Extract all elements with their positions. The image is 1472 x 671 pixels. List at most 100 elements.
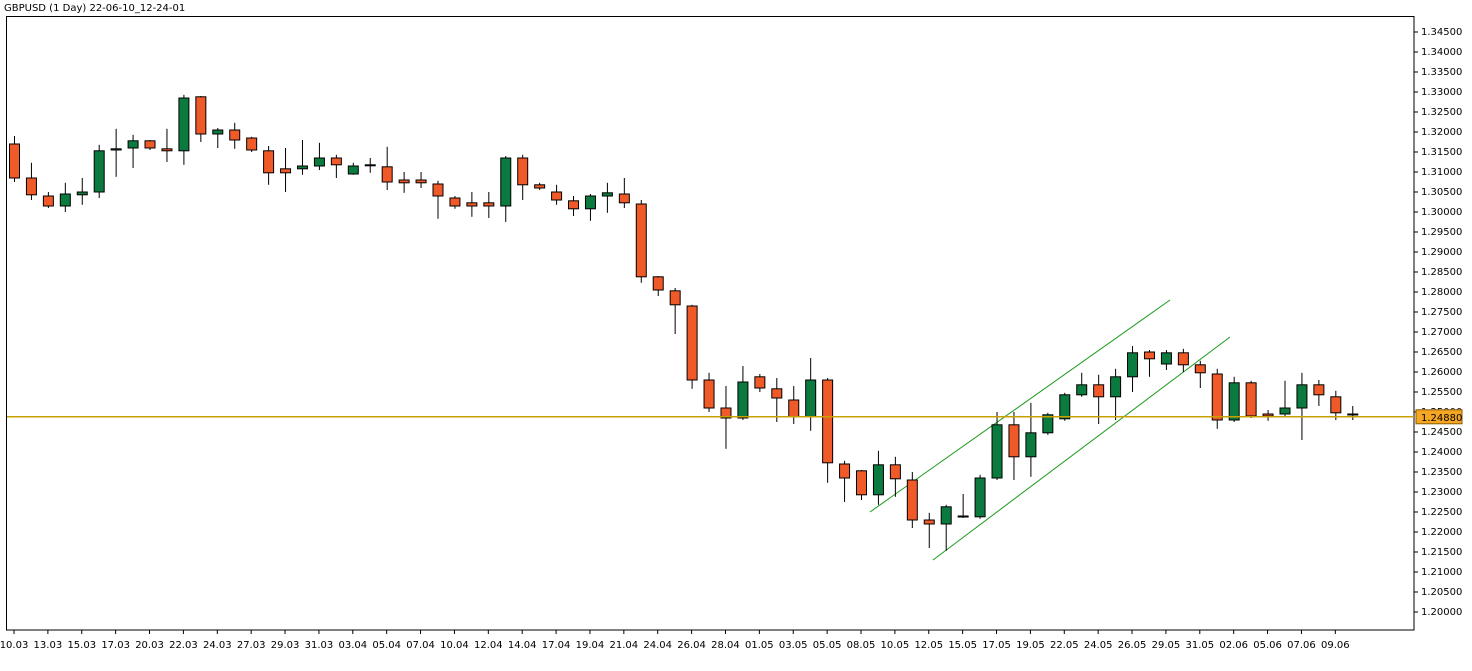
x-tick-label: 29.05 bbox=[1152, 640, 1181, 651]
x-tick-label: 05.05 bbox=[813, 640, 842, 651]
y-tick-label: 1.30500 bbox=[1421, 187, 1462, 198]
candle-body bbox=[415, 179, 427, 184]
x-tick-label: 24.05 bbox=[1084, 640, 1113, 651]
candle-body bbox=[178, 97, 190, 152]
candle-body bbox=[754, 376, 766, 389]
x-tick-label: 19.05 bbox=[1016, 640, 1045, 651]
y-tick-label: 1.34500 bbox=[1421, 27, 1462, 38]
candle-body bbox=[669, 290, 681, 306]
candle-body bbox=[584, 195, 596, 210]
candle-body bbox=[805, 379, 817, 418]
y-tick-label: 1.29000 bbox=[1421, 247, 1462, 258]
x-tick-label: 12.04 bbox=[474, 640, 503, 651]
candles bbox=[9, 94, 1359, 551]
candle-body bbox=[1143, 351, 1155, 360]
candle-body bbox=[991, 424, 1003, 479]
x-tick-label: 13.03 bbox=[34, 640, 63, 651]
candle-body bbox=[568, 200, 580, 210]
x-tick-label: 31.05 bbox=[1185, 640, 1214, 651]
y-tick-label: 1.26000 bbox=[1421, 367, 1462, 378]
x-tick-label: 20.03 bbox=[135, 640, 164, 651]
candle-body bbox=[246, 137, 258, 151]
x-tick-label: 29.03 bbox=[271, 640, 300, 651]
x-tick-label: 19.04 bbox=[576, 640, 605, 651]
candle-body bbox=[1093, 384, 1105, 398]
candle-body bbox=[771, 388, 783, 399]
candle-body bbox=[517, 157, 529, 186]
candle-body bbox=[161, 148, 173, 152]
candle-body bbox=[1076, 384, 1088, 396]
candle-body bbox=[1211, 373, 1223, 421]
current-price-box bbox=[1415, 409, 1463, 425]
candle-body bbox=[872, 464, 884, 496]
x-tick-label: 26.05 bbox=[1118, 640, 1147, 651]
candle-body bbox=[1194, 364, 1206, 374]
candle-body bbox=[212, 129, 224, 135]
y-tick-label: 1.21500 bbox=[1421, 547, 1462, 558]
candle-body bbox=[906, 479, 918, 521]
candle-body bbox=[144, 140, 156, 149]
y-tick-label: 1.34000 bbox=[1421, 47, 1462, 58]
y-tick-label: 1.32000 bbox=[1421, 127, 1462, 138]
chart-title: GBPUSD (1 Day) 22-06-10_12-24-01 bbox=[4, 3, 185, 14]
x-tick-label: 15.03 bbox=[67, 640, 96, 651]
candle-body bbox=[940, 506, 952, 525]
candle-body bbox=[110, 148, 122, 151]
candle-body bbox=[1296, 384, 1308, 409]
candle-body bbox=[839, 463, 851, 479]
current-price-label: 1.24880 bbox=[1421, 413, 1462, 424]
candle-body bbox=[720, 407, 732, 419]
candle-body bbox=[652, 276, 664, 291]
x-tick-label: 12.05 bbox=[914, 640, 943, 651]
candle-body bbox=[313, 157, 325, 167]
candle-body bbox=[1262, 413, 1274, 417]
candle-body bbox=[466, 202, 478, 207]
candle-body bbox=[127, 140, 139, 149]
candle-body bbox=[1228, 382, 1240, 421]
candle-body bbox=[635, 203, 647, 278]
y-tick-label: 1.20500 bbox=[1421, 587, 1462, 598]
candle-body bbox=[330, 157, 342, 166]
candle-body bbox=[296, 165, 308, 170]
x-tick-label: 28.04 bbox=[711, 640, 740, 651]
candle-body bbox=[889, 464, 901, 480]
candle-body bbox=[229, 129, 241, 141]
candle-body bbox=[923, 519, 935, 525]
candle-body bbox=[1330, 396, 1342, 414]
candle-body bbox=[618, 193, 630, 204]
candle-body bbox=[601, 192, 613, 197]
candle-body bbox=[280, 168, 292, 174]
x-tick-label: 17.03 bbox=[101, 640, 130, 651]
candle-body bbox=[263, 150, 275, 174]
candle-body bbox=[974, 477, 986, 518]
y-tick-label: 1.23000 bbox=[1421, 487, 1462, 498]
candle-body bbox=[534, 184, 546, 189]
x-tick-label: 10.03 bbox=[0, 640, 28, 651]
x-tick-label: 01.05 bbox=[745, 640, 774, 651]
candle-body bbox=[1160, 352, 1172, 365]
candle-body bbox=[1313, 384, 1325, 396]
candle-body bbox=[703, 379, 715, 409]
candle-body bbox=[957, 515, 969, 518]
x-tick-label: 17.04 bbox=[542, 640, 571, 651]
y-tick-label: 1.27000 bbox=[1421, 327, 1462, 338]
y-tick-label: 1.27500 bbox=[1421, 307, 1462, 318]
y-tick-label: 1.32500 bbox=[1421, 107, 1462, 118]
candle-body bbox=[822, 379, 834, 464]
y-tick-label: 1.23500 bbox=[1421, 467, 1462, 478]
x-tick-label: 17.05 bbox=[982, 640, 1011, 651]
candle-body bbox=[195, 96, 207, 135]
channel-lower bbox=[932, 336, 1231, 561]
plot-frame bbox=[6, 16, 1415, 631]
x-tick-label: 22.03 bbox=[169, 640, 198, 651]
x-tick-label: 03.05 bbox=[779, 640, 808, 651]
candle-body bbox=[1279, 407, 1291, 415]
candle-body bbox=[1008, 424, 1020, 458]
x-tick-label: 08.05 bbox=[847, 640, 876, 651]
x-tick-label: 21.04 bbox=[610, 640, 639, 651]
candle-body bbox=[364, 164, 376, 167]
candle-body bbox=[1177, 352, 1189, 366]
x-tick-label: 05.06 bbox=[1253, 640, 1282, 651]
y-tick-label: 1.33000 bbox=[1421, 87, 1462, 98]
